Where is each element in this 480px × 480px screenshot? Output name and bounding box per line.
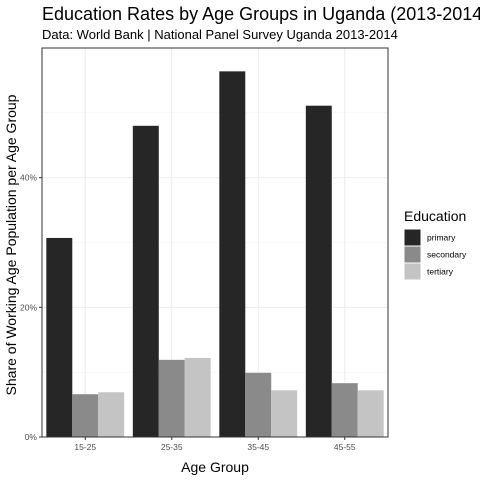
bar-primary-35-45 <box>219 71 246 437</box>
y-axis: 0% 20% 40% <box>20 173 42 442</box>
legend-label-primary: primary <box>427 233 456 243</box>
x-tick-label: 15-25 <box>74 442 96 452</box>
y-tick-label: 20% <box>20 302 37 312</box>
bar-primary-45-55 <box>305 105 332 438</box>
panel-border <box>41 47 389 438</box>
chart-subtitle: Data: World Bank | National Panel Survey… <box>42 27 398 42</box>
legend-label-secondary: secondary <box>427 250 467 260</box>
bar-secondary-35-45 <box>245 372 272 437</box>
y-tick-label: 0% <box>25 432 38 442</box>
bar-secondary-15-25 <box>72 394 99 437</box>
bar-primary-25-35 <box>132 125 159 438</box>
legend-key-tertiary <box>403 262 422 281</box>
bar-tertiary-35-45 <box>271 390 298 437</box>
x-tick-label: 45-55 <box>334 442 356 452</box>
bar-primary-15-25 <box>46 237 73 437</box>
legend-key-primary <box>403 228 422 247</box>
legend-title: Education <box>404 208 466 224</box>
x-axis: 15-25 25-35 35-45 45-55 <box>74 437 356 452</box>
bar-secondary-25-35 <box>158 359 185 437</box>
x-tick-label: 25-35 <box>161 442 183 452</box>
plot-panel <box>42 48 388 438</box>
legend: Education primary secondary tertiary <box>403 208 467 281</box>
bar-secondary-45-55 <box>331 383 358 437</box>
y-tick-label: 40% <box>20 173 37 183</box>
y-axis-title: Share of Working Age Population per Age … <box>3 94 19 395</box>
bar-tertiary-25-35 <box>184 357 211 437</box>
x-tick-label: 35-45 <box>247 442 269 452</box>
legend-key-secondary <box>403 245 422 264</box>
legend-label-tertiary: tertiary <box>427 267 454 277</box>
chart-title: Education Rates by Age Groups in Uganda … <box>42 4 480 24</box>
bar-tertiary-45-55 <box>357 390 384 437</box>
x-axis-title: Age Group <box>181 459 249 475</box>
bars-group <box>41 47 389 438</box>
bar-tertiary-15-25 <box>98 392 125 437</box>
